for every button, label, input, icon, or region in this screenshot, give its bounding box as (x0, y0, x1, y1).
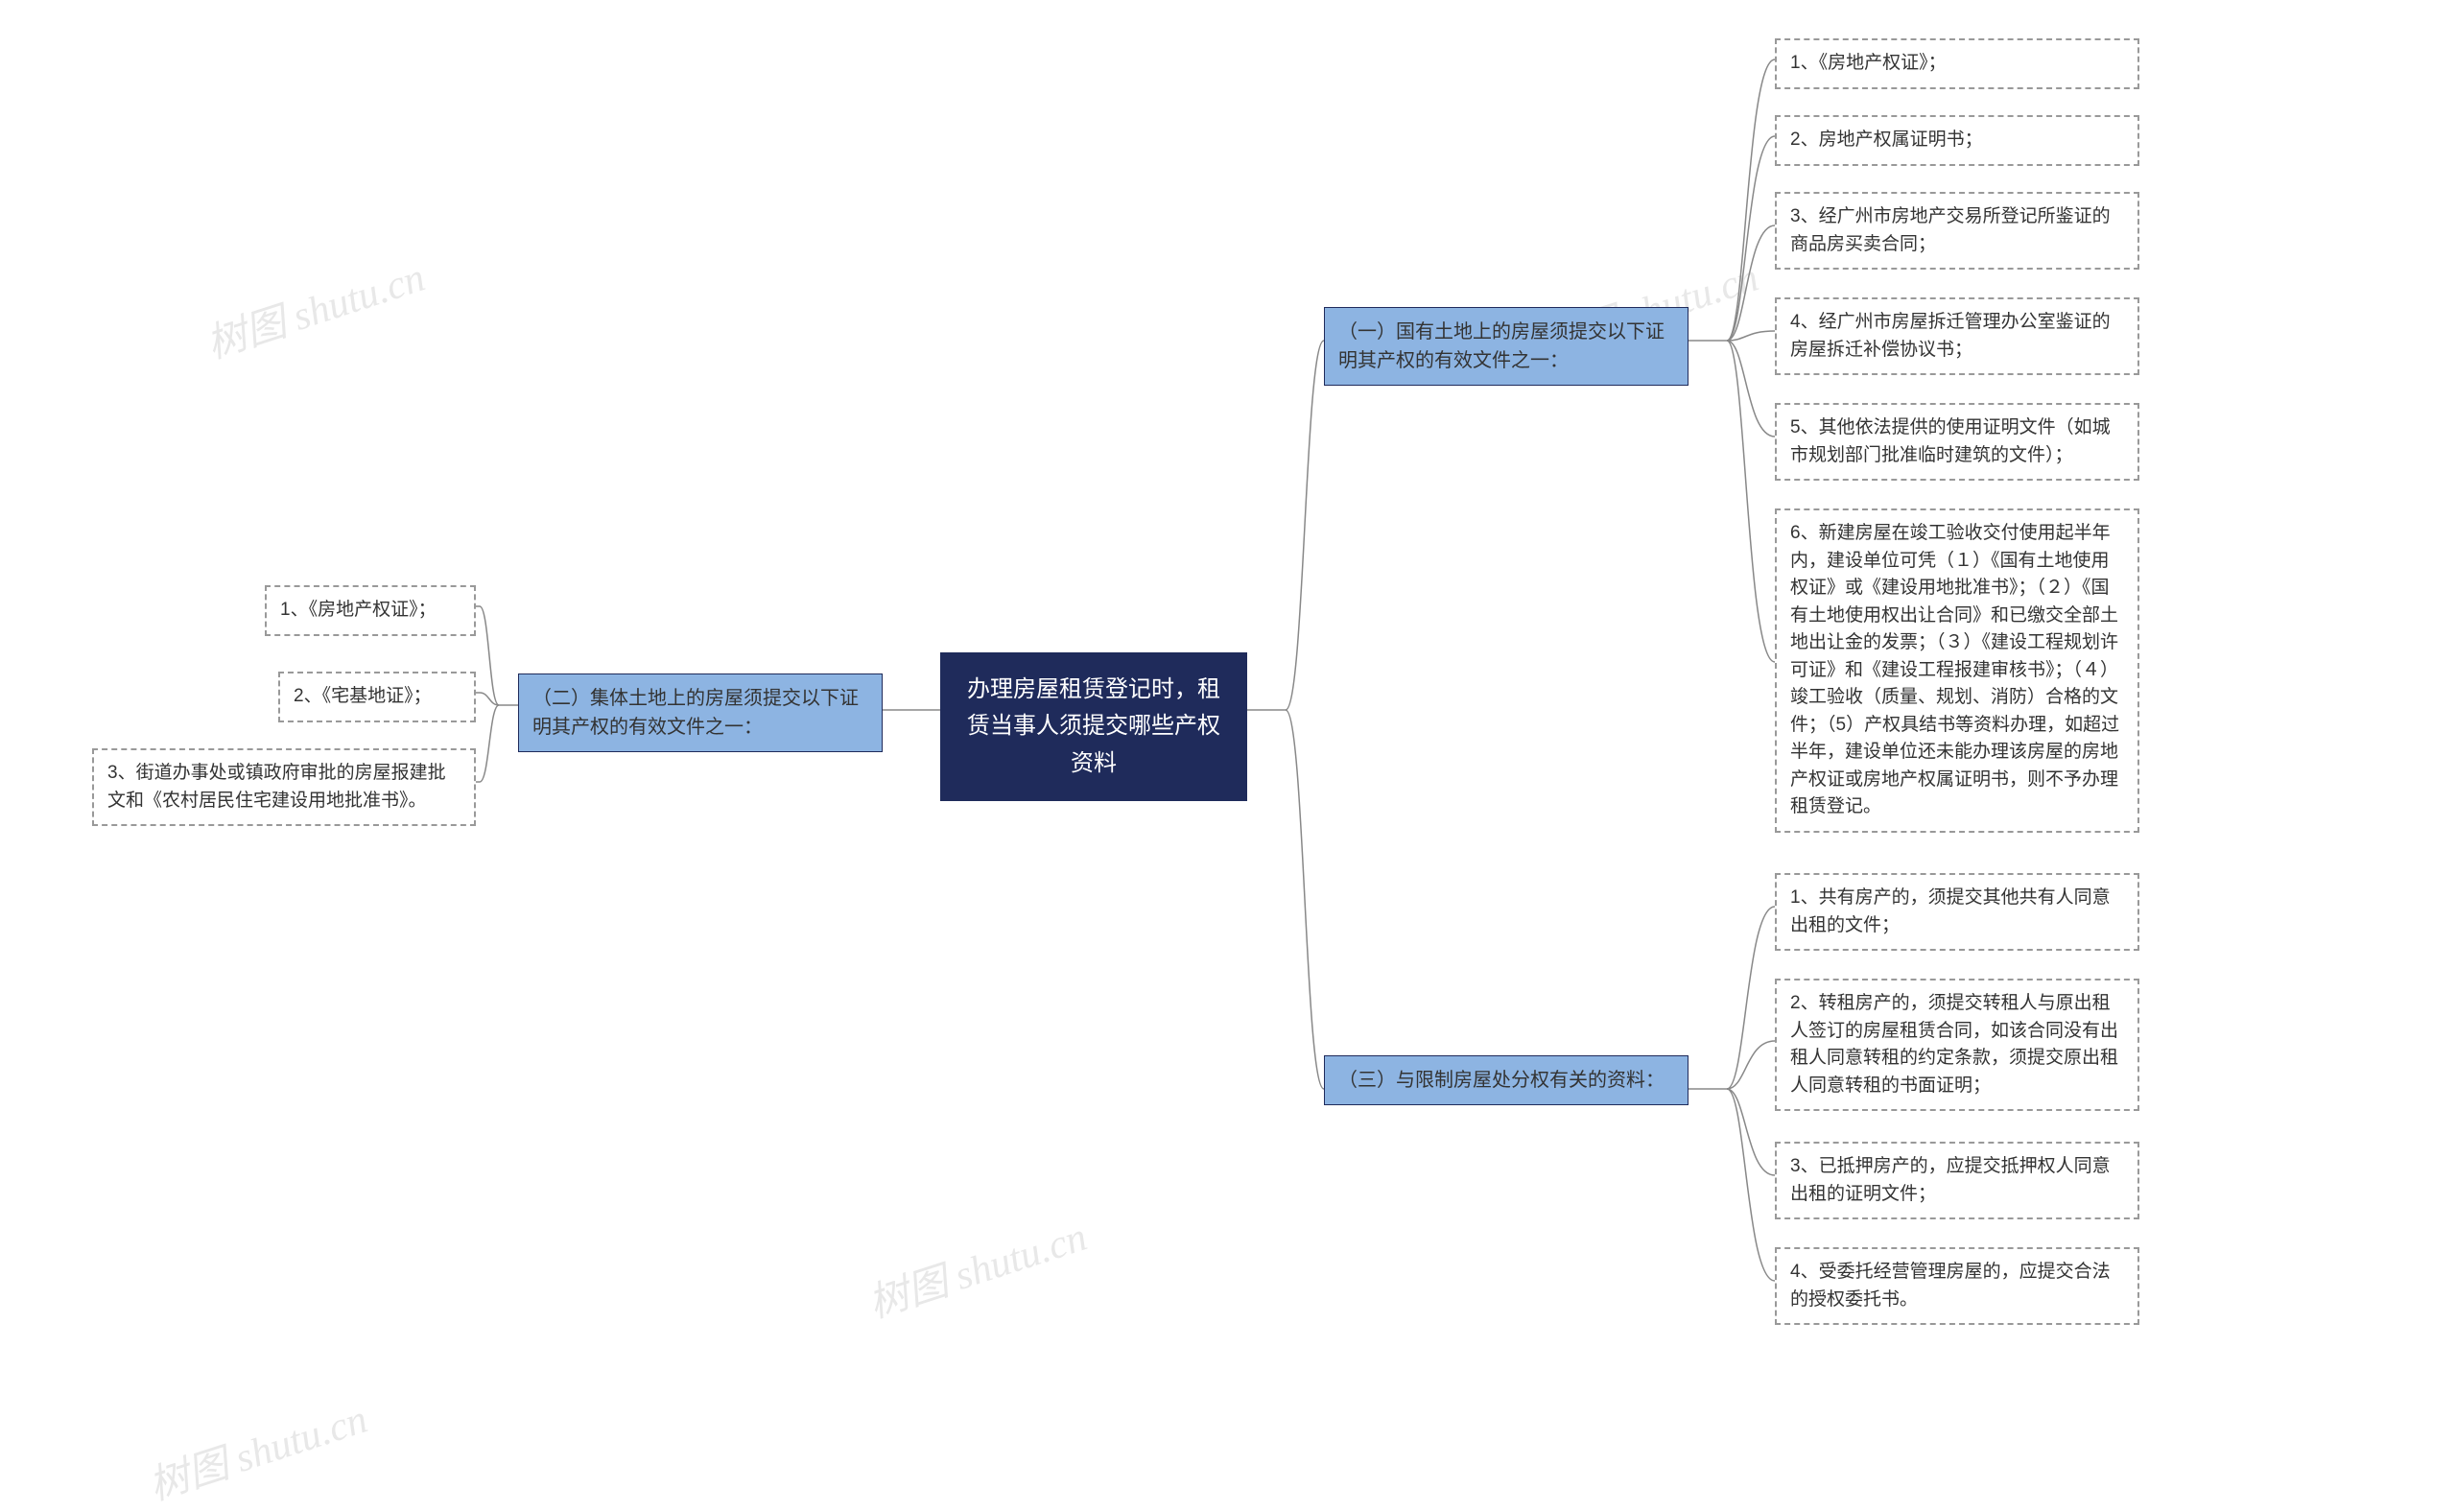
leaf-node: 2、转租房产的，须提交转租人与原出租人签订的房屋租赁合同，如该合同没有出租人同意… (1775, 979, 2139, 1111)
leaf-node: 5、其他依法提供的使用证明文件（如城市规划部门批准临时建筑的文件）； (1775, 403, 2139, 481)
watermark: 树图 shutu.cn (860, 1204, 1093, 1330)
branch-node-b2: （二）集体土地上的房屋须提交以下证明其产权的有效文件之一： (518, 673, 883, 752)
watermark: 树图 shutu.cn (140, 1386, 373, 1512)
branch-node-b1: （一）国有土地上的房屋须提交以下证明其产权的有效文件之一： (1324, 307, 1688, 386)
leaf-node: 3、街道办事处或镇政府审批的房屋报建批文和《农村居民住宅建设用地批准书》。 (92, 748, 476, 826)
center-node: 办理房屋租赁登记时，租赁当事人须提交哪些产权资料 (940, 652, 1247, 801)
watermark: 树图 shutu.cn (198, 245, 431, 370)
leaf-node: 3、经广州市房地产交易所登记所鉴证的商品房买卖合同； (1775, 192, 2139, 270)
leaf-node: 6、新建房屋在竣工验收交付使用起半年内，建设单位可凭（１）《国有土地使用权证》或… (1775, 508, 2139, 833)
leaf-node: 2、房地产权属证明书； (1775, 115, 2139, 166)
leaf-node: 1、共有房产的，须提交其他共有人同意出租的文件； (1775, 873, 2139, 951)
leaf-node: 1、《房地产权证》； (1775, 38, 2139, 89)
leaf-node: 2、《宅基地证》； (278, 672, 476, 722)
leaf-node: 4、受委托经营管理房屋的，应提交合法的授权委托书。 (1775, 1247, 2139, 1325)
leaf-node: 1、《房地产权证》； (265, 585, 476, 636)
leaf-node: 3、已抵押房产的，应提交抵押权人同意出租的证明文件； (1775, 1142, 2139, 1219)
leaf-node: 4、经广州市房屋拆迁管理办公室鉴证的房屋拆迁补偿协议书； (1775, 297, 2139, 375)
branch-node-b3: （三）与限制房屋处分权有关的资料： (1324, 1055, 1688, 1105)
